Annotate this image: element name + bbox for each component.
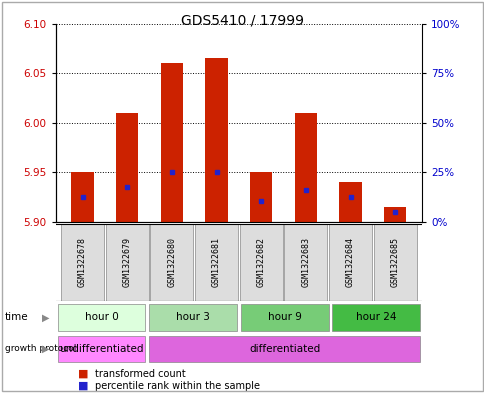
- FancyBboxPatch shape: [58, 336, 145, 362]
- Text: GSM1322685: GSM1322685: [390, 237, 399, 287]
- FancyBboxPatch shape: [195, 224, 238, 301]
- FancyBboxPatch shape: [284, 224, 327, 301]
- Bar: [339, 182, 361, 222]
- FancyBboxPatch shape: [240, 304, 328, 331]
- Text: growth protocol: growth protocol: [5, 344, 76, 353]
- Text: transformed count: transformed count: [94, 369, 185, 379]
- Bar: [71, 173, 93, 222]
- Bar: [160, 63, 182, 222]
- Text: undifferentiated: undifferentiated: [59, 344, 143, 354]
- Bar: [294, 113, 317, 222]
- Text: GSM1322680: GSM1322680: [167, 237, 176, 287]
- Bar: [383, 207, 406, 222]
- Text: ▶: ▶: [42, 312, 50, 322]
- FancyBboxPatch shape: [150, 224, 193, 301]
- FancyBboxPatch shape: [332, 304, 419, 331]
- FancyBboxPatch shape: [58, 304, 145, 331]
- Text: GSM1322684: GSM1322684: [345, 237, 354, 287]
- Text: GSM1322682: GSM1322682: [256, 237, 265, 287]
- Text: ■: ■: [77, 369, 88, 379]
- Bar: [205, 58, 227, 222]
- Text: differentiated: differentiated: [248, 344, 319, 354]
- Text: GSM1322683: GSM1322683: [301, 237, 310, 287]
- Text: GSM1322678: GSM1322678: [78, 237, 87, 287]
- Text: hour 0: hour 0: [85, 312, 118, 322]
- Text: hour 9: hour 9: [267, 312, 301, 322]
- Text: GSM1322681: GSM1322681: [212, 237, 221, 287]
- FancyBboxPatch shape: [149, 304, 237, 331]
- FancyBboxPatch shape: [149, 336, 419, 362]
- FancyBboxPatch shape: [239, 224, 282, 301]
- Bar: [250, 173, 272, 222]
- Text: ■: ■: [77, 381, 88, 391]
- Bar: [116, 113, 138, 222]
- Text: hour 24: hour 24: [355, 312, 395, 322]
- Text: percentile rank within the sample: percentile rank within the sample: [94, 381, 259, 391]
- FancyBboxPatch shape: [373, 224, 416, 301]
- Text: hour 3: hour 3: [176, 312, 210, 322]
- Text: GSM1322679: GSM1322679: [122, 237, 132, 287]
- Text: time: time: [5, 312, 29, 322]
- Text: ▶: ▶: [42, 344, 50, 354]
- Text: GDS5410 / 17999: GDS5410 / 17999: [181, 14, 303, 28]
- FancyBboxPatch shape: [106, 224, 149, 301]
- FancyBboxPatch shape: [61, 224, 104, 301]
- FancyBboxPatch shape: [328, 224, 371, 301]
